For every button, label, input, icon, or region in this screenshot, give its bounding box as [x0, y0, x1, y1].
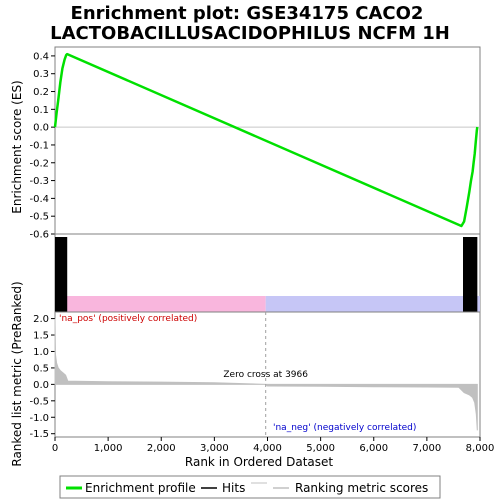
- es-tick-label: 0.3: [33, 69, 49, 80]
- x-tick-label: 0: [52, 443, 58, 454]
- x-axis: 0 1,000 2,000 3,000 4,000 5,000 6,000 7,000 8,00…: [52, 437, 495, 454]
- x-tick-label: 1,000: [94, 443, 123, 454]
- es-tick-label: -0.3: [29, 176, 49, 187]
- x-tick-label: 4,000: [253, 443, 282, 454]
- x-tick-label: 3,000: [200, 443, 229, 454]
- legend-label-hits: Hits: [222, 481, 245, 495]
- metric-tick-label: 0.5: [33, 363, 49, 374]
- legend: Enrichment profile Hits Ranking metric s…: [59, 475, 441, 499]
- x-tick-label: 5,000: [306, 443, 335, 454]
- negative-correlation-label: 'na_neg' (negatively correlated): [273, 423, 416, 433]
- es-axis-label: Enrichment score (ES): [10, 80, 24, 213]
- es-tick-label: -0.1: [29, 140, 49, 151]
- legend-box: [59, 475, 441, 499]
- metric-axis-label: Ranked list metric (PreRanked): [10, 281, 24, 466]
- hit-lines: [463, 237, 478, 312]
- es-tick-label: -0.6: [29, 230, 49, 241]
- es-tick-label: 0.4: [33, 51, 49, 62]
- positive-rank-band: [55, 296, 266, 312]
- x-tick-label: 8,000: [466, 443, 495, 454]
- positive-correlation-label: 'na_pos' (positively correlated): [59, 314, 197, 324]
- metric-tick-label: -1.0: [29, 413, 49, 424]
- metric-tick-label: 1.5: [33, 331, 49, 342]
- metric-tick-label: 1.0: [33, 347, 49, 358]
- metric-tick-label: 2.0: [33, 314, 49, 325]
- zero-cross-label: Zero cross at 3966: [223, 370, 308, 380]
- hit-lines: [55, 237, 68, 312]
- x-tick-label: 6,000: [359, 443, 388, 454]
- es-tick-label: 0.0: [33, 123, 49, 134]
- legend-label-enrichment-profile: Enrichment profile: [85, 481, 196, 495]
- es-tick-label: -0.2: [29, 158, 49, 169]
- es-tick-label: -0.4: [29, 194, 49, 205]
- negative-rank-band: [265, 296, 480, 312]
- ranking-metric-area: [54, 318, 478, 431]
- x-tick-label: 7,000: [413, 443, 442, 454]
- metric-tick-label: -1.5: [29, 429, 49, 440]
- es-tick-label: 0.1: [33, 105, 49, 116]
- es-tick-label: 0.2: [33, 87, 49, 98]
- x-axis-label: Rank in Ordered Dataset: [185, 455, 333, 469]
- metric-tick-label: 0.0: [33, 380, 49, 391]
- enrichment-profile-line: [53, 52, 479, 228]
- chart-title-line2: LACTOBACILLUSACIDOPHILUS NCFM 1H: [50, 23, 450, 44]
- hits-panel: [54, 233, 481, 313]
- metric-panel: 2.0 1.5 1.0 0.5 0.0 -0.5 -1.0 -1.5 Zero cross at…: [29, 311, 481, 440]
- es-panel: 0.4 0.3 0.2 0.1 0.0 -0.1 -0.2 -0.3 -0.4 -0.5 -0.6: [29, 46, 481, 241]
- es-tick-label: -0.5: [29, 212, 49, 223]
- x-tick-label: 2,000: [147, 443, 176, 454]
- metric-tick-label: -0.5: [29, 396, 49, 407]
- chart-title-line1: Enrichment plot: GSE34175 CACO2: [71, 3, 424, 24]
- legend-label-ranking-metric: Ranking metric scores: [295, 481, 428, 495]
- metric-plot-frame: [54, 311, 481, 438]
